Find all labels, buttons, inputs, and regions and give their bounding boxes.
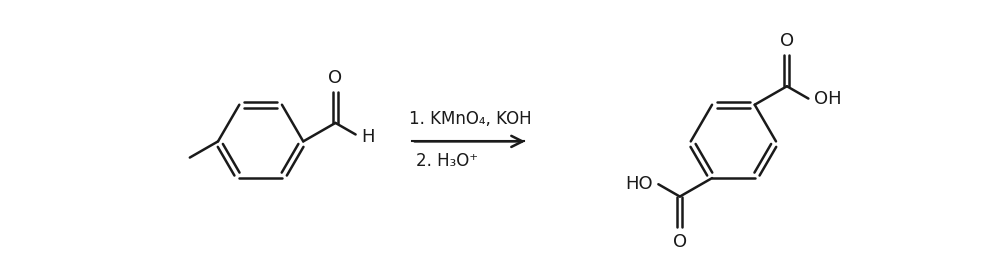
- Text: O: O: [673, 233, 687, 251]
- Text: HO: HO: [625, 175, 653, 193]
- Text: OH: OH: [814, 90, 841, 108]
- Text: 2. H₃O⁺: 2. H₃O⁺: [416, 152, 478, 170]
- Text: H: H: [361, 128, 375, 146]
- Text: O: O: [780, 32, 794, 50]
- Text: 1. KMnO₄, KOH: 1. KMnO₄, KOH: [409, 110, 531, 128]
- Text: O: O: [328, 69, 343, 87]
